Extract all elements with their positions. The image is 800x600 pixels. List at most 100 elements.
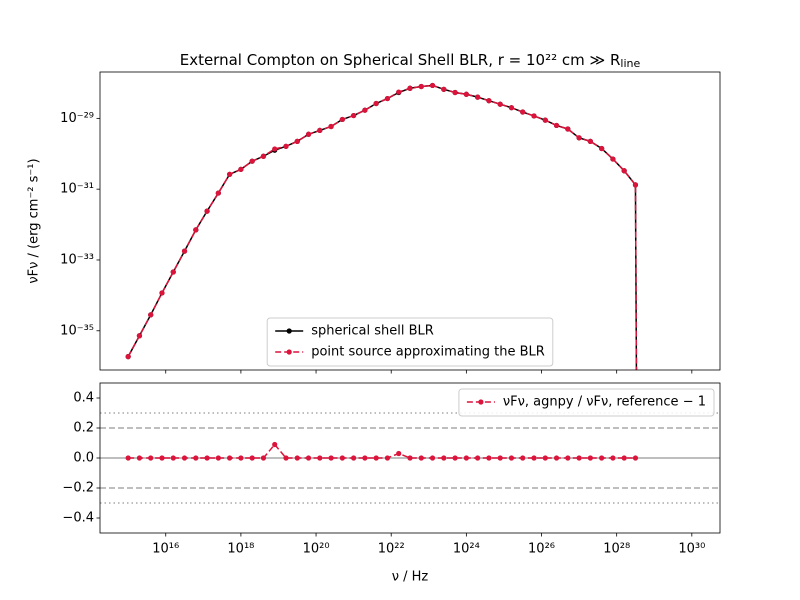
data-point [170, 455, 176, 461]
data-point [362, 107, 368, 113]
data-point [497, 101, 503, 107]
data-point [553, 122, 560, 129]
data-point [587, 455, 593, 461]
data-point [441, 86, 447, 92]
axes-frame [99, 71, 721, 371]
data-point [531, 113, 537, 119]
data-point [249, 158, 255, 164]
data-point [621, 455, 627, 461]
title-subscript: line [620, 57, 640, 70]
data-point [576, 455, 582, 461]
series-line [128, 443, 636, 459]
x-tick-label: 10¹⁶ [152, 542, 179, 557]
data-point [508, 105, 515, 111]
legend-label: point source approximating the BLR [311, 345, 545, 360]
y-tick-label: 10⁻³³ [60, 252, 94, 267]
data-point [181, 455, 188, 461]
data-point [407, 455, 413, 461]
data-point [305, 131, 312, 137]
data-point [429, 455, 436, 461]
data-point [531, 455, 537, 461]
y-tick-label: 10⁻³¹ [60, 182, 94, 197]
data-point [542, 455, 548, 461]
data-point [621, 168, 627, 174]
data-point [351, 112, 357, 119]
data-point [148, 455, 154, 461]
data-point [238, 166, 244, 172]
data-point [294, 138, 300, 144]
data-point [159, 290, 165, 296]
data-point [260, 153, 267, 159]
data-point [283, 455, 289, 461]
data-point [204, 455, 210, 461]
data-point [136, 455, 143, 461]
data-point [260, 455, 267, 461]
data-point [610, 455, 616, 461]
data-point [136, 333, 143, 339]
data-point [215, 190, 221, 196]
data-point [339, 116, 345, 123]
data-point [125, 455, 131, 461]
data-point [587, 138, 593, 144]
data-point [463, 455, 469, 461]
data-point [181, 248, 188, 254]
x-tick-label: 10²⁸ [603, 542, 630, 557]
data-point [328, 455, 334, 461]
y-tick-label: −0.4 [62, 511, 94, 526]
legend-marker [286, 349, 292, 355]
data-point [497, 455, 503, 461]
data-point [317, 455, 323, 461]
data-point [283, 143, 289, 149]
data-point [204, 208, 210, 214]
x-tick-label: 10³⁰ [678, 542, 705, 557]
legend-label: νFν, agnpy / νFν, reference − 1 [503, 395, 706, 410]
x-tick-label: 10²² [378, 542, 405, 557]
y-tick-label: 10⁻²⁹ [60, 111, 94, 126]
data-point [249, 455, 255, 461]
data-point [227, 171, 233, 177]
y-tick-label: 0.2 [73, 421, 94, 436]
data-point [632, 455, 639, 461]
data-point [384, 95, 391, 102]
y-tick-label: 0.4 [73, 391, 94, 406]
data-point [520, 455, 526, 461]
legend-label: spherical shell BLR [311, 324, 434, 339]
x-axis-label: ν / Hz [392, 570, 429, 585]
legend: spherical shell BLR point source approxim… [266, 317, 554, 367]
data-point [508, 455, 515, 461]
legend: νFν, agnpy / νFν, reference − 1 [458, 388, 715, 417]
data-point [418, 83, 424, 90]
data-point [317, 127, 323, 134]
legend-marker [286, 328, 292, 334]
data-point [475, 455, 481, 461]
data-point [565, 126, 571, 132]
data-point [429, 82, 436, 89]
data-point [452, 455, 458, 461]
legend-box [458, 388, 715, 417]
data-point [520, 109, 526, 115]
y-tick-label: −0.2 [62, 481, 94, 496]
data-point [170, 269, 176, 275]
data-point [396, 89, 402, 95]
data-point [193, 455, 199, 461]
data-point [486, 98, 492, 104]
plot-area [125, 82, 639, 370]
data-point [294, 455, 300, 461]
data-point [407, 85, 413, 91]
data-point [542, 117, 548, 123]
data-point [418, 455, 424, 461]
data-point [193, 227, 199, 233]
data-point [272, 441, 278, 448]
data-point [452, 89, 458, 96]
legend-marker [478, 399, 484, 405]
data-point [339, 455, 345, 461]
plot-area [100, 412, 720, 504]
data-point [215, 455, 221, 461]
data-point [384, 455, 391, 461]
data-point [351, 455, 357, 461]
data-point [441, 455, 447, 461]
data-point [396, 450, 402, 457]
y-axis-label: νFν / (erg cm⁻² s⁻¹) [27, 158, 42, 283]
